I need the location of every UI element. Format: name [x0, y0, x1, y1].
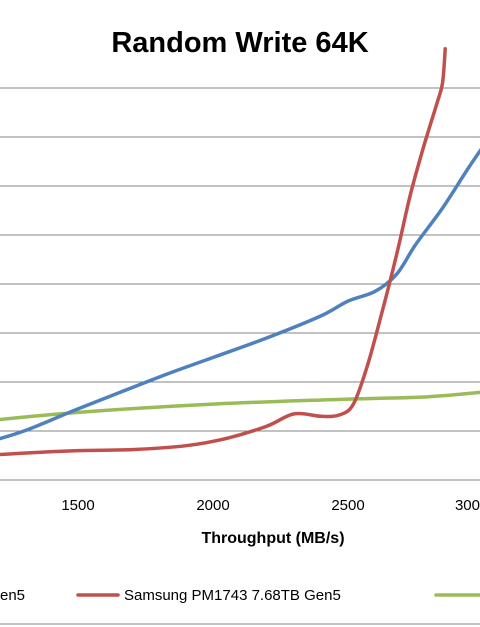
x-axis-title: Throughput (MB/s) [201, 530, 344, 547]
x-tick-label: 2500 [331, 497, 364, 514]
chart-title: Random Write 64K [111, 27, 368, 59]
series-line [0, 390, 480, 422]
x-tick-label: 1500 [61, 497, 94, 514]
legend: en5 Samsung PM1743 7.68TB Gen5 [0, 587, 480, 625]
series-line [0, 47, 447, 457]
gridlines [0, 87, 480, 432]
legend-label: en5 [0, 587, 25, 604]
x-tick-labels: 1500 2000 2500 300 [61, 497, 480, 514]
x-tick-label: 300 [455, 497, 480, 514]
legend-label: Samsung PM1743 7.68TB Gen5 [124, 587, 341, 604]
series-lines [0, 47, 480, 457]
x-tick-label: 2000 [196, 497, 229, 514]
series-line [0, 147, 480, 441]
